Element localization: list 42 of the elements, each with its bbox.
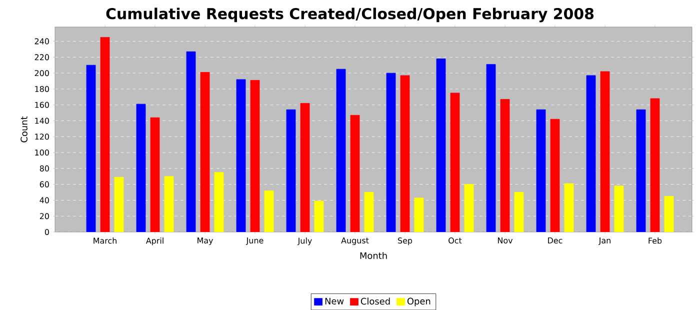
bar	[586, 75, 596, 232]
bar	[200, 72, 210, 232]
x-axis-title: Month	[360, 252, 387, 259]
bar	[336, 68, 346, 232]
bar	[536, 109, 546, 232]
bar	[136, 104, 146, 232]
bar	[150, 117, 160, 232]
bar	[186, 51, 196, 232]
bar	[400, 75, 410, 232]
legend-label: Closed	[360, 298, 390, 305]
bar	[564, 183, 574, 232]
legend-label: Open	[407, 298, 430, 306]
bar	[236, 79, 246, 232]
bar	[264, 190, 274, 232]
bar	[250, 80, 260, 232]
bar	[614, 186, 624, 232]
bar	[286, 109, 296, 232]
bar	[364, 192, 374, 232]
bar	[86, 64, 96, 232]
bar	[514, 192, 524, 232]
bar	[464, 184, 474, 232]
bar	[500, 99, 510, 232]
bar	[436, 58, 446, 232]
bar	[550, 118, 560, 232]
bar	[600, 71, 610, 232]
bar	[214, 172, 224, 232]
bar	[636, 109, 646, 232]
bar	[350, 114, 360, 232]
bar	[164, 176, 174, 232]
bar	[114, 176, 124, 232]
bar	[300, 103, 310, 232]
bar	[314, 200, 324, 232]
bar	[386, 72, 396, 232]
legend-label: New	[325, 298, 344, 304]
bar	[450, 92, 460, 232]
y-axis-title: Count	[20, 116, 28, 142]
chart-title: Cumulative Requests Created/Closed/Open February 2008	[106, 8, 594, 22]
bar	[100, 37, 110, 232]
bar	[664, 196, 674, 232]
bar	[414, 198, 424, 232]
bar	[486, 64, 496, 232]
bar	[650, 98, 660, 232]
